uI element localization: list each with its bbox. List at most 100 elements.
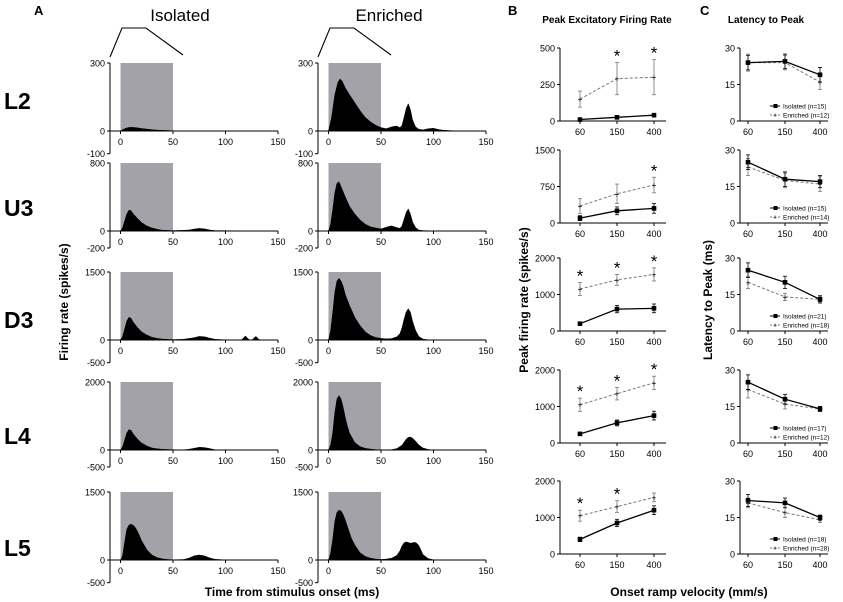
y-tick-label: 250: [540, 80, 555, 90]
y-tick-label: 2000: [535, 366, 555, 376]
y-tick-label: 1500: [293, 268, 313, 278]
y-tick-label: 0: [730, 550, 735, 560]
legend-marker-enriched: +: [773, 323, 777, 330]
legend-label-isolated: Isolated (n=17): [783, 426, 827, 433]
x-tick-label: 100: [426, 346, 441, 356]
x-tick-label: 100: [426, 456, 441, 466]
y-tick-label: 15: [725, 80, 735, 90]
x-tick-label: 100: [426, 137, 441, 147]
data-point-enriched: +: [783, 509, 788, 518]
significance-asterisk: *: [651, 360, 658, 379]
significance-asterisk: *: [614, 47, 621, 66]
psth-area: [318, 395, 486, 451]
x-tick-label: 60: [743, 449, 753, 459]
data-point-isolated: [745, 379, 751, 385]
significance-asterisk: *: [577, 266, 584, 285]
significance-asterisk: *: [614, 258, 621, 277]
x-tick-label: 400: [646, 229, 661, 239]
x-tick-label: 0: [326, 137, 331, 147]
y-tick-label: 0: [550, 439, 555, 449]
x-tick-label: 0: [118, 346, 123, 356]
y-tick-label: 1000: [535, 513, 555, 523]
data-point-isolated: [745, 498, 751, 503]
data-point-isolated: [817, 179, 823, 184]
x-tick-label: 150: [478, 237, 493, 247]
y-tick-label: 0: [730, 439, 735, 449]
legend-marker-enriched: +: [773, 435, 777, 442]
data-point-isolated: [745, 159, 751, 165]
x-tick-label: 150: [609, 127, 624, 137]
y-tick-label: 30: [725, 366, 735, 376]
x-tick-label: 100: [426, 566, 441, 576]
data-point-isolated: [782, 280, 788, 285]
x-tick-label: 150: [478, 566, 493, 576]
y-tick-label: 30: [725, 477, 735, 487]
data-point-enriched: +: [578, 202, 583, 211]
data-point-isolated: [817, 406, 823, 412]
x-tick-label: 50: [376, 137, 386, 147]
x-tick-label: 60: [575, 337, 585, 347]
data-point-isolated: [651, 206, 657, 211]
stimulus-ramp-schematic-isolated: [109, 27, 184, 58]
x-tick-label: 50: [376, 346, 386, 356]
header-isolated: Isolated: [150, 6, 210, 25]
data-point-isolated: [614, 208, 620, 214]
y-tick-label: 1500: [293, 488, 313, 498]
significance-asterisk: *: [651, 44, 658, 63]
x-tick-label: 60: [575, 560, 585, 570]
data-point-isolated: [817, 297, 823, 302]
y-tick-label: -500: [87, 578, 105, 588]
legend-label-enriched: Enriched (n=12): [783, 435, 829, 442]
x-tick-label: 50: [168, 237, 178, 247]
y-tick-label: 15: [725, 402, 735, 412]
row-label-d3: D3: [4, 307, 33, 333]
x-tick-label: 150: [270, 456, 285, 466]
legend-marker-isolated: [773, 314, 778, 318]
data-point-isolated: [577, 537, 583, 542]
x-tick-label: 60: [743, 229, 753, 239]
header-enriched: Enriched: [355, 6, 422, 25]
x-tick-label: 400: [812, 449, 827, 459]
y-tick-label: 800: [298, 159, 313, 169]
y-tick-label: 15: [725, 182, 735, 192]
significance-asterisk: *: [651, 252, 658, 271]
x-tick-label: 150: [609, 449, 624, 459]
x-tick-label: 50: [168, 137, 178, 147]
x-tick-label: 400: [646, 560, 661, 570]
x-tick-label: 100: [218, 137, 233, 147]
panel-letter-c: C: [700, 3, 710, 18]
psth-area: [110, 127, 278, 132]
x-tick-label: 150: [270, 566, 285, 576]
y-tick-label: -500: [87, 463, 105, 473]
series-line-enriched: [579, 184, 655, 207]
data-point-isolated: [651, 413, 657, 418]
y-tick-label: 0: [730, 117, 735, 127]
x-tick-label: 150: [270, 346, 285, 356]
data-point-enriched: +: [615, 75, 620, 84]
x-tick-label: 0: [118, 137, 123, 147]
data-point-isolated: [782, 396, 788, 402]
x-tick-label: 50: [376, 237, 386, 247]
y-tick-label: -200: [295, 244, 313, 254]
y-tick-label: 1500: [85, 268, 105, 278]
x-tick-label: 60: [743, 127, 753, 137]
y-tick-label: 30: [725, 254, 735, 264]
x-tick-label: 400: [646, 337, 661, 347]
axis-label-ramp-velocity: Onset ramp velocity (mm/s): [610, 585, 767, 599]
data-point-isolated: [577, 431, 583, 437]
psth-panel-u3-isolated: -200 0 800 0 50 100 150: [87, 159, 286, 254]
psth-area: [110, 429, 278, 451]
x-tick-label: 150: [777, 449, 792, 459]
x-tick-label: 150: [478, 137, 493, 147]
y-tick-label: 0: [100, 446, 105, 456]
data-point-enriched: +: [818, 516, 823, 525]
header-latency: Latency to Peak: [728, 15, 805, 26]
data-point-isolated: [782, 500, 788, 506]
x-tick-label: 150: [777, 560, 792, 570]
data-point-isolated: [817, 515, 823, 520]
y-tick-label: 0: [308, 446, 313, 456]
